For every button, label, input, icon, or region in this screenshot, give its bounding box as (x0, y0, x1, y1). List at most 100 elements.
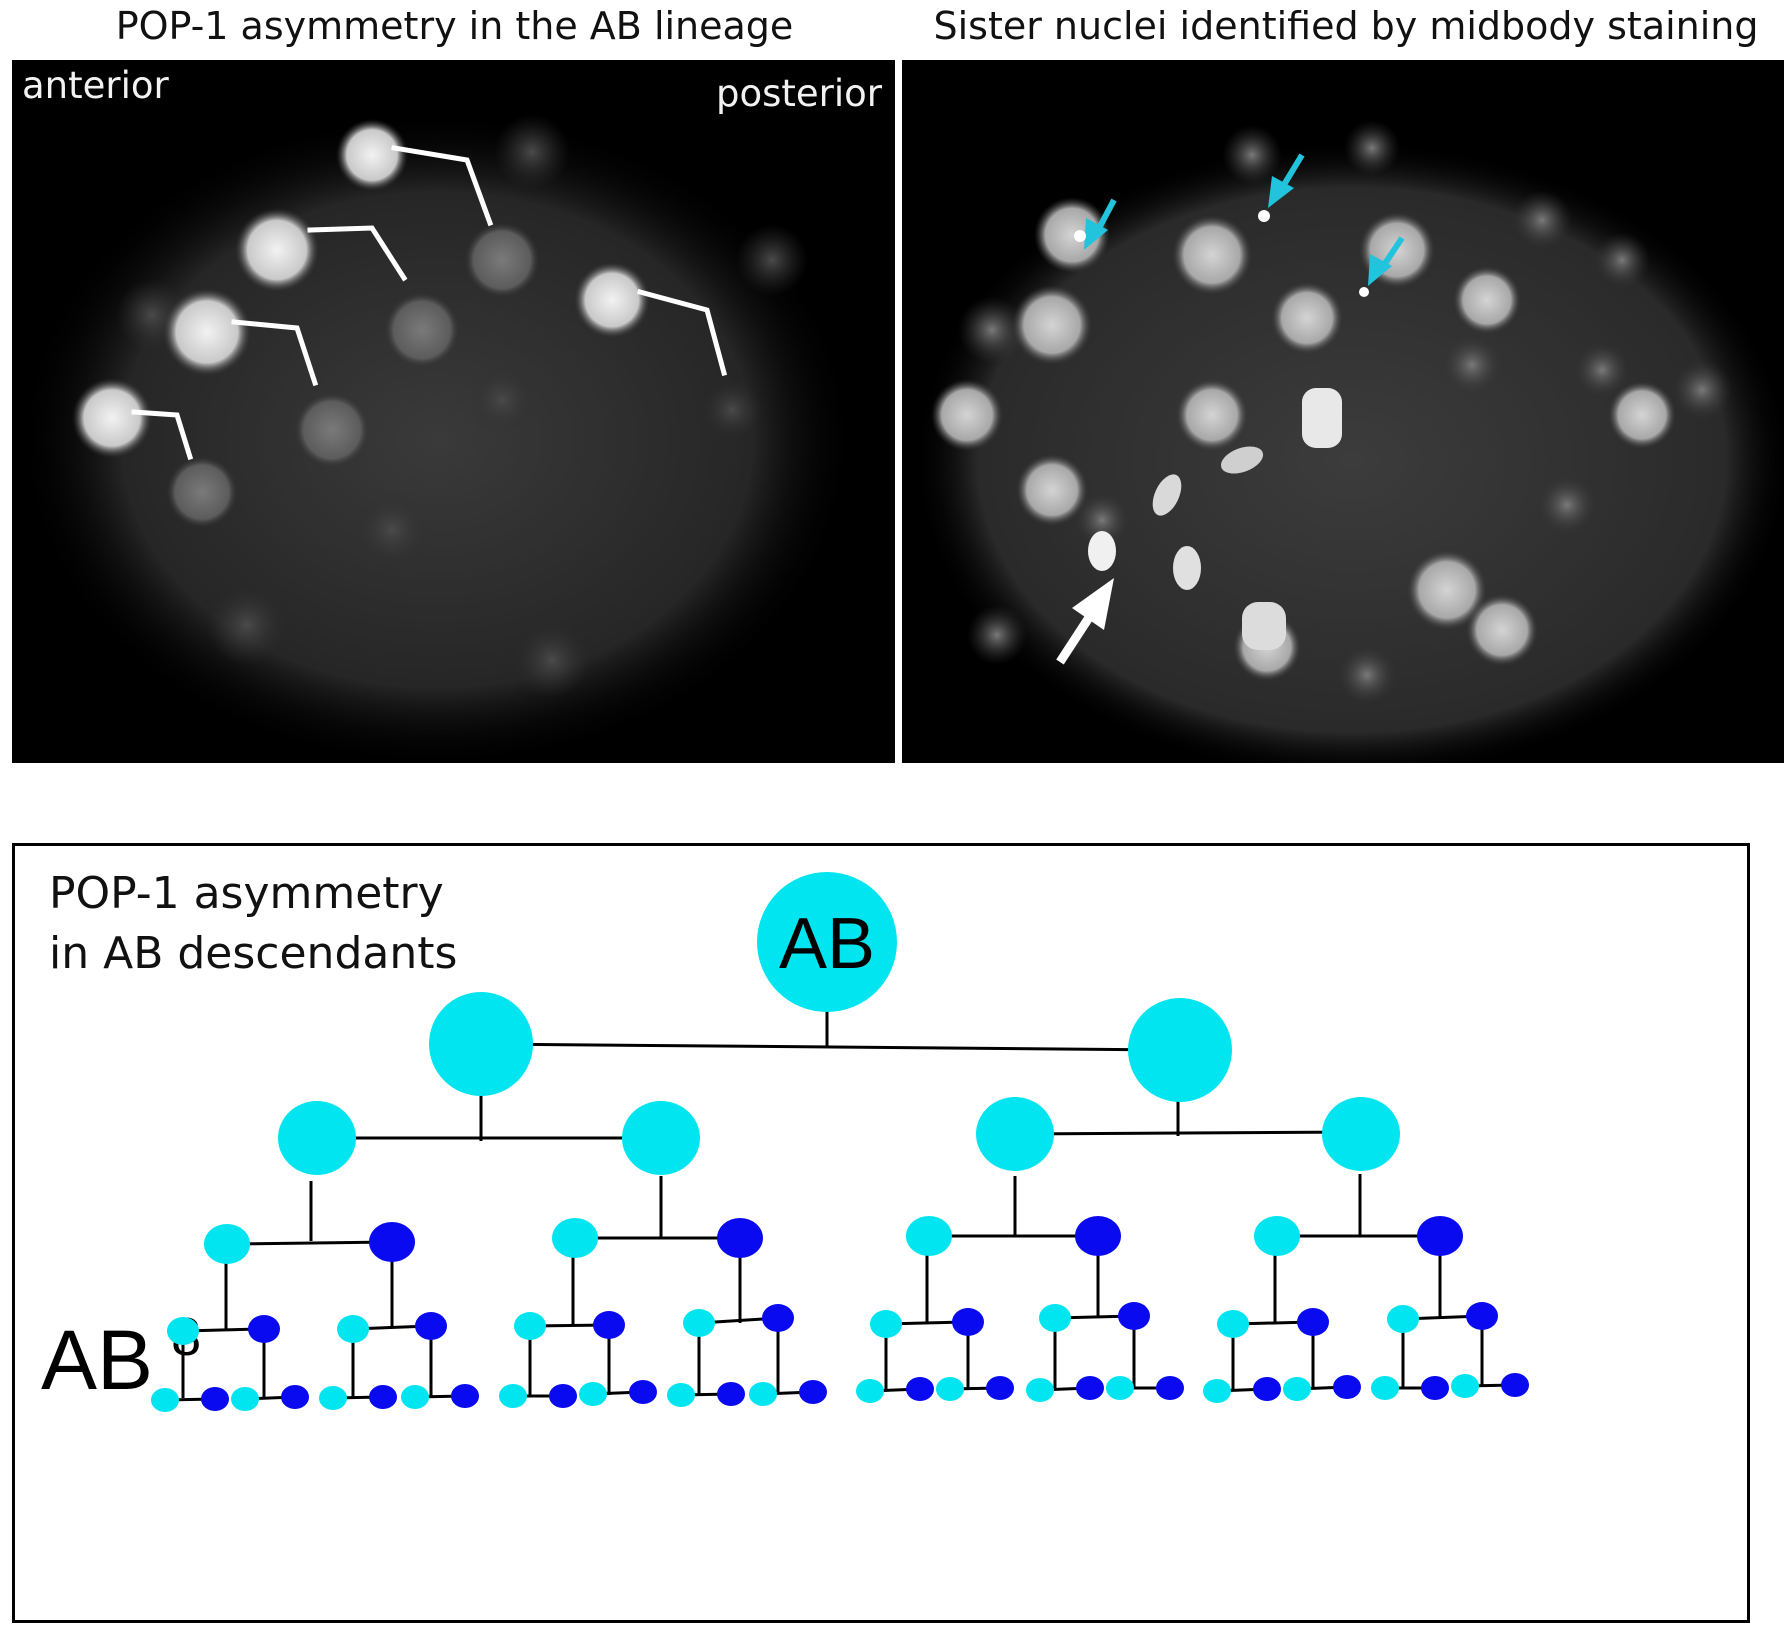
nucleus (1466, 594, 1538, 666)
lineage-node-high (749, 1382, 777, 1406)
dim-nucleus (702, 380, 762, 440)
lineage-node-high (1217, 1310, 1249, 1338)
dim-nucleus (464, 222, 540, 298)
lineage-node-low (549, 1384, 577, 1408)
faint-nucleus (207, 585, 287, 665)
sister-bracket (131, 409, 194, 461)
bright-nucleus (574, 262, 650, 338)
faint-nucleus (494, 114, 570, 190)
midbody-micrograph (912, 120, 1784, 763)
lineage-node-high (1026, 1378, 1054, 1402)
lineage-node-high (514, 1312, 546, 1340)
lineage-node-low (986, 1376, 1014, 1400)
lineage-node-high (1371, 1376, 1399, 1400)
mitotic-chromatin (1088, 531, 1116, 571)
nucleus (1453, 266, 1521, 334)
lineage-node-high (906, 1216, 952, 1256)
midbody-arrow (1368, 236, 1405, 286)
nucleus (958, 296, 1026, 364)
lineage-node-high (856, 1379, 884, 1403)
midbody-arrows (1084, 153, 1405, 286)
nucleus (1594, 232, 1650, 288)
tree-title: POP-1 asymmetry in AB descendants (49, 864, 609, 984)
faint-nucleus (736, 224, 808, 296)
bright-nucleus (235, 208, 319, 292)
lineage-node-low (1075, 1216, 1121, 1256)
lineage-node-high (1106, 1376, 1134, 1400)
root-node-label: AB (779, 904, 875, 984)
anterior-label: anterior (22, 64, 169, 107)
right-panel-caption: Sister nuclei identified by midbody stai… (933, 4, 1759, 48)
mitotic-chromatin (1152, 474, 1182, 516)
nucleus (1222, 125, 1282, 185)
nucleus (1672, 360, 1732, 420)
white-arrow (1056, 578, 1114, 665)
nucleus (1574, 342, 1630, 398)
nucleus (1074, 492, 1130, 548)
lineage-node-low (629, 1380, 657, 1404)
midbody-dot (1074, 230, 1086, 242)
lineage-node-low (201, 1387, 229, 1411)
nucleus (1016, 454, 1088, 526)
lineage-node-low (369, 1222, 415, 1262)
lineage-node-low (248, 1315, 280, 1343)
pop1-micrograph-panel: anterior posterior (12, 60, 895, 763)
lineage-node-high (1451, 1374, 1479, 1398)
lineage-node-low (1156, 1376, 1184, 1400)
embryo-outline (912, 140, 1784, 763)
nucleus (967, 605, 1027, 665)
lineage-node-high (337, 1315, 369, 1343)
ab8-label-base: AB (41, 1313, 154, 1407)
sister-bracket (307, 225, 408, 282)
lineage-node-low (1076, 1376, 1104, 1400)
nucleus (1012, 285, 1092, 365)
lineage-node-low (952, 1308, 984, 1336)
nucleus (1608, 381, 1676, 449)
nuclei (931, 120, 1732, 705)
lineage-node-high (151, 1388, 179, 1412)
lineage-node-low (451, 1384, 479, 1408)
midbody-dot (1359, 287, 1369, 297)
mitotic-chromatin (1173, 546, 1201, 590)
bright-nucleus (336, 119, 408, 191)
lineage-node-low (593, 1311, 625, 1339)
faint-nucleus (468, 366, 536, 434)
midbody-dot (1258, 210, 1270, 222)
tree-lines (164, 1011, 1516, 1402)
lineage-node-high (319, 1386, 347, 1410)
nucleus (1344, 120, 1400, 176)
nucleus (1176, 379, 1248, 451)
nucleus (1271, 282, 1343, 354)
lineage-node-high (936, 1377, 964, 1401)
nucleus (931, 379, 1003, 451)
lineage-node-low (762, 1304, 794, 1332)
faint-nucleus (354, 492, 430, 568)
lineage-tree-box: POP-1 asymmetry in AB descendants AB8 (12, 843, 1750, 1623)
bright-nucleus (163, 288, 251, 376)
lineage-node-low (1466, 1302, 1498, 1330)
lineage-node-high (579, 1382, 607, 1406)
nucleus (1537, 475, 1597, 535)
lineage-node-low (1417, 1216, 1463, 1256)
tree-title-line1: POP-1 asymmetry (49, 868, 444, 919)
lineage-node-high (870, 1310, 902, 1338)
nucleus (1034, 197, 1110, 273)
lineage-node-low (1118, 1302, 1150, 1330)
nucleus (1442, 335, 1502, 395)
nucleus (1172, 215, 1252, 295)
lineage-node-high (1254, 1216, 1300, 1256)
lineage-node-high (683, 1309, 715, 1337)
lineage-node-low (369, 1385, 397, 1409)
faint-nucleus (514, 622, 590, 698)
lineage-tree: AB (151, 872, 1529, 1412)
lineage-node-high (622, 1101, 700, 1175)
sister-bracket (231, 319, 319, 387)
lineage-node-high (231, 1387, 259, 1411)
midbody-micrograph-panel (902, 60, 1784, 763)
nucleus (1337, 645, 1397, 705)
midbody-arrow (1268, 153, 1305, 208)
lineage-node-low (1297, 1308, 1329, 1336)
lineage-node-low (717, 1218, 763, 1258)
mitotic-chromatin (1302, 388, 1342, 448)
tree-title-line2: in AB descendants (49, 928, 458, 979)
